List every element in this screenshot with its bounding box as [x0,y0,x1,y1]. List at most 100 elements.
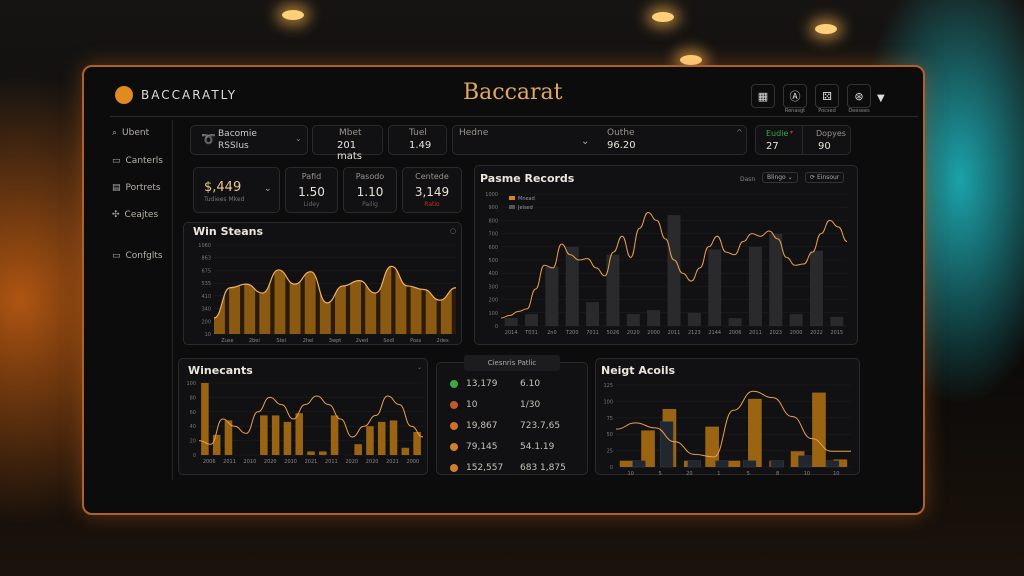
table-row[interactable]: 19,867 723.7,65 [450,421,560,431]
hedne-select[interactable]: Hedne ⌄ Outhe 96.20 ^ [452,125,747,155]
refresh-icon[interactable]: ○ [450,227,457,235]
bar [377,421,386,455]
sidebar-item-search[interactable]: ⌕ Ubent [112,128,149,138]
range-select[interactable]: Blingo ⌄ [762,172,798,183]
sidebar-item-label: Canterls [125,156,163,166]
x-tick-label: 7011 [586,330,599,336]
y-tick-label: 400 [488,271,498,277]
bar [525,314,539,326]
x-tick-label: 5 [747,471,750,476]
chevron-down-icon: ⌄ [581,136,590,147]
y-tick-label: 125 [603,383,613,389]
refresh-button[interactable]: ⟳ Einsour [805,172,845,183]
bar [586,302,600,326]
dropdown-caret-icon[interactable]: ▼ [877,93,885,104]
caret-red-icon: ▾ [790,129,794,136]
table-row[interactable]: 13,179 6.10 [450,379,540,389]
sidebar-item-label: Ubent [122,128,150,138]
bar [619,460,634,467]
logo-icon [115,86,133,104]
y-tick-label: 0 [495,324,498,330]
y-tick-label: 1060 [198,243,211,249]
gray-bar [798,455,812,468]
stat-card: Centede 3,149 Ratio [402,167,462,213]
x-tick-label: 20 [686,471,692,476]
y-tick-label: 0 [193,453,196,459]
bar [401,447,410,455]
bar [201,383,209,455]
x-tick-label: 2015 [830,330,843,336]
x-tick-label: 2020 [264,459,277,465]
page-title: Baccarat [463,80,563,105]
ceiling-light [680,55,702,65]
search-icon: ⌕ [112,128,118,138]
select-line1: Bacomie [218,129,257,139]
y-tick-label: 675 [201,268,211,274]
bar-gap [224,266,230,334]
header-button-account[interactable]: Ⓐ Renasgt [782,84,808,114]
hedne-label: Hedne [459,128,489,138]
gray-bar [742,460,757,468]
bar [545,266,559,326]
bar [667,215,681,326]
config-icon: ▭ [112,251,121,261]
header-button-dice[interactable]: ⚄ Pocsed [814,84,840,114]
x-tick-label: 2000 [790,330,803,336]
x-tick-label: 2011 [325,459,338,465]
series-line [615,390,851,458]
bar [354,444,362,455]
y-tick-label: 10 [205,332,211,338]
table-row[interactable]: 79,145 54.1.19 [450,442,554,452]
balance-card[interactable]: $,449 Tudiees Mked ⌄ [193,167,280,213]
brand[interactable]: BACCARATLY [115,86,237,104]
cards-icon: ▭ [112,156,121,166]
ceiling-light [815,24,837,34]
bar [224,420,233,455]
sidebar-item-chips[interactable]: ✣ Ceajtes [112,210,158,220]
mbet-value: 201 mats [337,140,362,162]
sidebar-divider [172,120,173,480]
chevron-up-icon: ^ [736,128,743,137]
x-tick-label: T200 [565,330,579,336]
y-tick-label: 600 [488,245,498,251]
balance-value: $,449 [204,180,242,195]
header-button-calendar[interactable]: ▦ [750,84,776,114]
panel-title: Neigt Acoils [601,364,676,377]
gray-bar [687,460,701,468]
sidebar-item-cards[interactable]: ▭ Canterls [112,156,163,166]
eudie-dopyes-card: Eudie ▾ 27 Dopyes 90 [755,125,851,155]
legend-label: Mnead [518,196,535,202]
series-line [500,211,848,319]
table-row[interactable]: 152,557 683 1,875 [450,463,566,473]
header-button-label: Deesees [848,108,870,114]
bar [366,426,374,455]
stat-label: Pafid [301,172,322,181]
sidebar-item-label: Portrets [125,183,161,193]
bar [389,420,398,455]
row-value-a: 13,179 [466,379,498,389]
y-tick-label: 50 [607,432,613,438]
range-select-value: Blingo [767,174,786,181]
row-value-b: 723.7,65 [520,421,561,431]
y-tick-label: 75 [607,416,613,422]
x-tick-label: 2011 [668,330,681,336]
bar [212,434,221,455]
bar-gap [285,266,290,334]
table-row[interactable]: 10 1/30 [450,400,540,410]
y-tick-label: 60 [190,410,196,416]
bar [319,451,327,455]
x-tick-label: 5026 [607,330,620,336]
eudie-value: 27 [766,141,779,152]
gray-bar [632,460,646,468]
bar [728,318,742,326]
bar [260,415,268,455]
bar [789,314,803,326]
sidebar-item-reports[interactable]: ▤ Portrets [112,183,161,193]
x-tick-label: Sodl [383,338,394,344]
account-select[interactable]: ➰ Bacomie RSSIus ⌄ [190,125,308,155]
bar-gap [391,266,396,334]
sidebar-item-config[interactable]: ▭ Confglts [112,251,163,261]
menu-icon[interactable]: ⌄ [417,364,423,371]
bar [641,430,655,467]
header-button-settings[interactable]: ⊛ Deesees [846,84,872,114]
